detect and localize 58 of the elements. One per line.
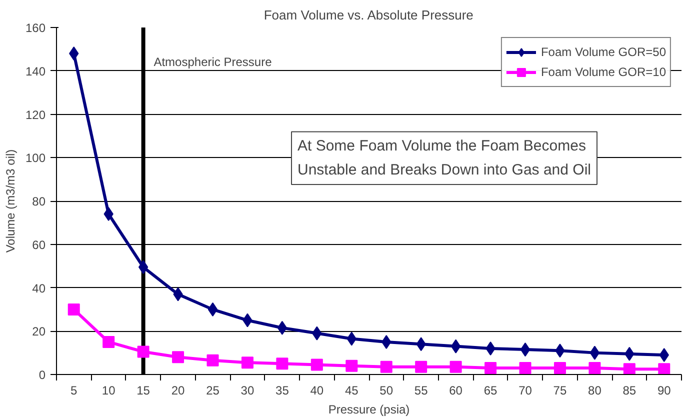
x-tick-label: 65 xyxy=(484,384,498,398)
point xyxy=(241,356,254,369)
point xyxy=(484,362,497,374)
x-tick-label: 10 xyxy=(102,384,116,398)
point xyxy=(172,351,184,364)
x-tick-label: 5 xyxy=(70,384,78,398)
y-tick-label: 80 xyxy=(32,194,46,208)
x-tick-label: 75 xyxy=(553,384,567,398)
x-tick-label: 25 xyxy=(206,384,220,398)
x-tick-label: 55 xyxy=(414,384,428,398)
point xyxy=(206,354,219,366)
y-tick-label: 120 xyxy=(25,108,46,122)
x-tick-label: 70 xyxy=(518,384,532,398)
point xyxy=(310,358,323,371)
y-tick-label: 40 xyxy=(32,281,46,296)
point xyxy=(520,342,530,357)
x-axis-title: Pressure (psia) xyxy=(328,402,410,416)
point xyxy=(415,360,428,373)
y-tick-label: 60 xyxy=(32,238,46,252)
point xyxy=(68,303,80,316)
ref-line-label: Atmospheric Pressure xyxy=(154,55,272,70)
x-tick-label: 30 xyxy=(240,384,254,398)
annotation: At Some Foam Volume the Foam Becomes Unstable and Breaks Down into Gas and Oil xyxy=(298,138,591,178)
x-tick-label: 50 xyxy=(380,384,394,398)
point xyxy=(380,360,392,373)
y-tick-label: 100 xyxy=(25,151,46,166)
y-tick-label: 20 xyxy=(32,324,46,339)
point xyxy=(208,302,218,316)
point xyxy=(450,360,462,373)
point xyxy=(588,362,601,374)
point xyxy=(623,363,636,374)
x-tick-label: 40 xyxy=(310,384,324,398)
point xyxy=(450,339,461,354)
x-tick-label: 35 xyxy=(276,384,290,398)
x-tick-label: 90 xyxy=(657,384,672,398)
x-tick-label: 20 xyxy=(171,384,186,398)
point xyxy=(658,363,670,374)
legend-label: Foam Volume GOR=50 xyxy=(540,45,666,59)
point xyxy=(590,346,600,360)
x-tick-label: 45 xyxy=(344,384,359,398)
point xyxy=(277,320,288,335)
x-tick-label: 85 xyxy=(622,384,636,398)
y-axis-title: Volume (m3/m3 oil) xyxy=(3,149,18,253)
point xyxy=(554,362,566,374)
legend-label: Foam Volume GOR=10 xyxy=(540,65,666,79)
chart-title: Foam Volume vs. Absolute Pressure xyxy=(264,8,474,22)
x-tick-label: 15 xyxy=(136,384,150,398)
point xyxy=(102,336,115,348)
y-tick-label: 140 xyxy=(25,64,46,78)
x-tick-label: 80 xyxy=(588,384,602,398)
point xyxy=(138,260,148,274)
point xyxy=(276,358,288,370)
point xyxy=(137,346,150,358)
y-tick-label: 160 xyxy=(25,21,46,35)
x-tick-label: 60 xyxy=(449,384,463,398)
point xyxy=(346,360,358,372)
point xyxy=(519,362,532,374)
y-tick-label: 0 xyxy=(38,368,46,382)
